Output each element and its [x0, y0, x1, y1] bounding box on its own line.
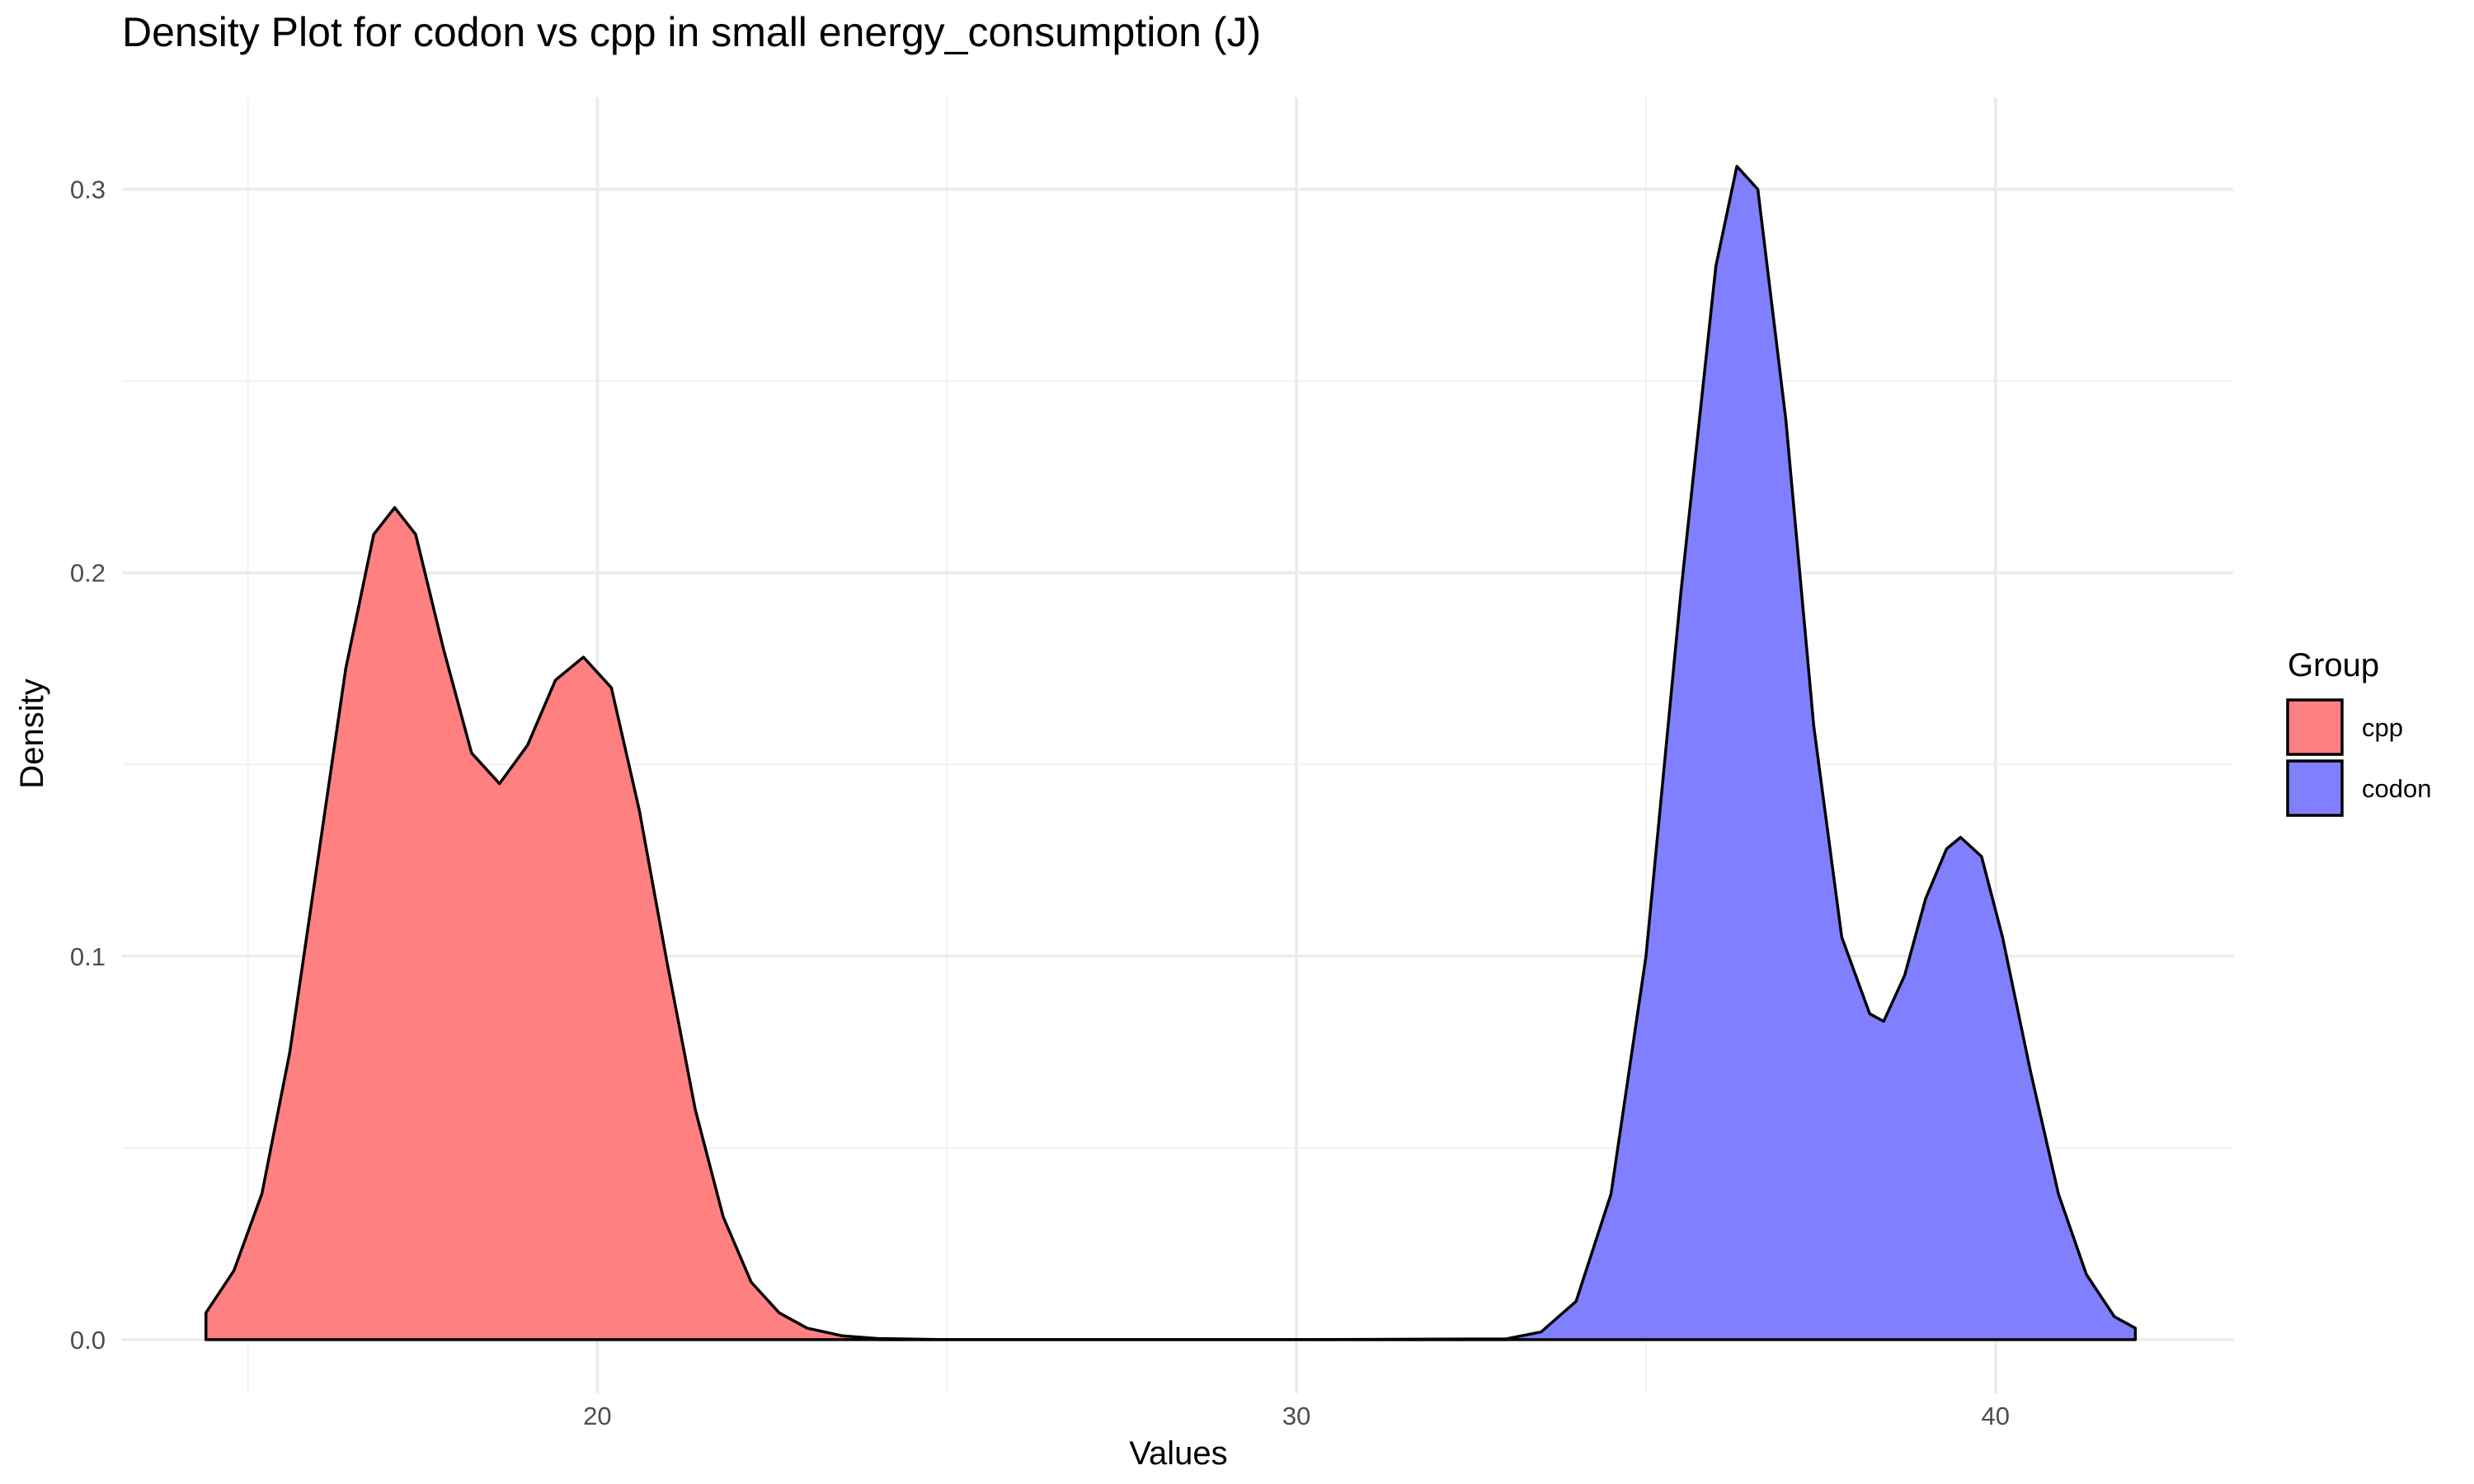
- legend: Group cpp codon: [2286, 647, 2431, 817]
- legend-label-cpp: cpp: [2362, 713, 2403, 742]
- y-tick-label: 0.3: [70, 176, 106, 204]
- x-axis-title: Values: [1129, 1435, 1227, 1472]
- cpp-density-outline: [204, 505, 1508, 1341]
- codon-density-area: [877, 166, 2136, 1340]
- x-tick-label: 30: [1282, 1402, 1310, 1430]
- legend-title: Group: [2288, 647, 2379, 683]
- cpp-density-area: [205, 507, 1507, 1340]
- x-tick-label: 20: [583, 1402, 611, 1430]
- chart-title: Density Plot for codon vs cpp in small e…: [122, 9, 1262, 55]
- density-areas: [204, 164, 2138, 1341]
- y-tick-label: 0.2: [70, 559, 106, 588]
- legend-swatch-cpp: [2286, 698, 2344, 756]
- legend-label-codon: codon: [2362, 774, 2431, 803]
- codon-density-outline: [875, 164, 2138, 1341]
- legend-items: cpp codon: [2286, 698, 2431, 817]
- legend-item-codon: codon: [2286, 759, 2431, 817]
- legend-item-cpp: cpp: [2286, 698, 2403, 756]
- x-tick-label: 40: [1982, 1402, 2010, 1430]
- y-tick-label: 0.1: [70, 942, 106, 971]
- legend-swatch-codon: [2286, 759, 2344, 817]
- tick-labels: 20 30 40 0.0 0.1 0.2 0.3: [70, 176, 2010, 1430]
- y-axis-title: Density: [14, 679, 50, 788]
- y-tick-label: 0.0: [70, 1326, 106, 1355]
